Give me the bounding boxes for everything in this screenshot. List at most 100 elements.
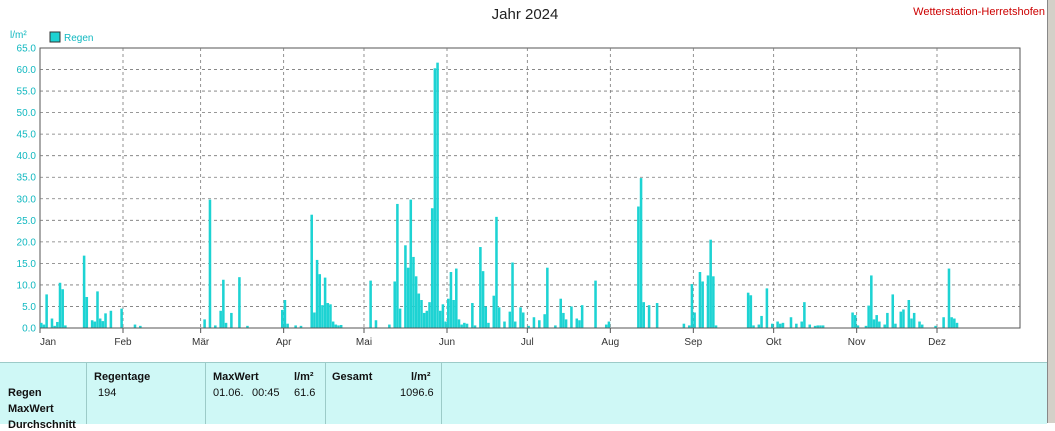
- rain-bar: [85, 296, 89, 328]
- rain-bar: [706, 275, 710, 328]
- rain-bar: [436, 62, 439, 329]
- rain-bar: [760, 315, 763, 328]
- x-tick-label: Jun: [439, 337, 455, 348]
- x-tick-label: Jul: [521, 337, 534, 348]
- rain-bar: [891, 294, 895, 328]
- rain-bar: [326, 303, 330, 328]
- rain-bar: [907, 300, 911, 328]
- rain-bar: [441, 304, 445, 328]
- gesamt-value: 1096.6: [400, 387, 434, 399]
- x-tick-label: Aug: [601, 337, 619, 348]
- rain-bar: [479, 247, 482, 328]
- row-label-maxwert: MaxWert: [8, 403, 54, 415]
- rain-bar: [781, 322, 785, 328]
- rain-bar: [457, 319, 461, 328]
- rain-bar: [655, 303, 659, 328]
- rain-bar: [682, 323, 686, 328]
- rain-bar: [604, 324, 608, 328]
- rain-bar: [313, 312, 316, 328]
- rain-bar: [438, 310, 442, 328]
- rain-bar: [497, 307, 501, 328]
- rain-bar: [465, 323, 469, 328]
- rain-bar: [433, 68, 437, 328]
- rain-bar: [714, 325, 718, 328]
- rain-bar: [757, 324, 761, 328]
- header-unit-maxwert: l/m²: [294, 371, 314, 383]
- rain-bar: [607, 321, 611, 328]
- y-tick-label: 65.0: [17, 44, 37, 55]
- rain-bar: [334, 324, 338, 328]
- rain-bar: [430, 208, 434, 328]
- rain-bar: [575, 318, 579, 328]
- x-tick-label: Dez: [928, 337, 946, 348]
- rain-bar: [934, 325, 937, 328]
- rain-bar: [471, 303, 474, 328]
- row-label-regen: Regen: [8, 387, 42, 399]
- rain-bar: [819, 325, 822, 328]
- rain-bar: [101, 321, 105, 328]
- rain-bar: [420, 300, 423, 328]
- rain-bar: [409, 199, 413, 328]
- rain-bar: [770, 323, 774, 328]
- rain-bar: [776, 321, 779, 328]
- rain-bar: [422, 312, 426, 328]
- rain-bar: [816, 325, 820, 328]
- rain-bar: [519, 307, 522, 328]
- rain-bar: [109, 310, 113, 328]
- rain-bar: [90, 320, 94, 328]
- rain-bar: [484, 306, 488, 328]
- rain-bar: [224, 322, 228, 328]
- rain-bar: [580, 305, 584, 328]
- rain-bar: [508, 311, 512, 328]
- rain-bar: [709, 239, 712, 328]
- rain-bar: [452, 300, 455, 328]
- rain-bar: [942, 317, 945, 328]
- maxwert-time: 00:45: [252, 387, 280, 399]
- rain-bar: [444, 321, 447, 328]
- rain-bar: [230, 312, 233, 328]
- rain-bar: [690, 284, 694, 328]
- y-tick-label: 5.0: [22, 302, 36, 313]
- rain-bar: [463, 322, 466, 328]
- rain-bar: [920, 324, 924, 328]
- rain-bar: [280, 309, 284, 328]
- rain-bar: [329, 304, 332, 328]
- rain-bar: [45, 294, 48, 328]
- rain-bar: [139, 325, 142, 328]
- rain-bar: [203, 319, 206, 328]
- rain-bar: [61, 289, 64, 328]
- y-tick-label: 35.0: [17, 173, 37, 184]
- rain-bar: [647, 305, 651, 328]
- rain-bar: [570, 306, 573, 328]
- rain-bar: [894, 323, 897, 328]
- rain-bar: [64, 325, 67, 328]
- x-tick-label: Nov: [848, 337, 866, 348]
- rain-bar: [120, 308, 123, 328]
- rain-bar: [393, 281, 396, 328]
- legend-swatch: [49, 31, 61, 43]
- x-tick-label: Okt: [766, 337, 782, 348]
- rain-chart: 0.0 5.0 10.0 15.0 20.0 25.0 30.0 35.0 40.0 45.0 50…: [10, 30, 1021, 348]
- rain-bar: [564, 319, 568, 328]
- y-tick-label: 40.0: [17, 151, 37, 162]
- x-tick-label: Jan: [40, 337, 56, 348]
- rain-bar: [455, 268, 458, 328]
- maxwert-value: 61.6: [294, 387, 316, 399]
- rain-bar: [246, 325, 249, 328]
- rain-bar: [800, 321, 803, 328]
- rain-bar: [554, 325, 557, 328]
- y-tick-label: 0.0: [22, 324, 36, 335]
- header-gesamt: Gesamt: [332, 371, 373, 383]
- rain-bar: [912, 312, 916, 328]
- header-regentage: Regentage: [94, 371, 151, 383]
- rain-bar: [642, 302, 646, 328]
- y-axis-unit: l/m²: [10, 30, 27, 41]
- divider: [441, 363, 442, 424]
- rain-bar: [546, 267, 549, 328]
- rain-bar: [42, 324, 46, 328]
- rain-bar: [578, 320, 581, 328]
- rain-bar: [527, 325, 530, 328]
- rain-bar: [950, 317, 953, 328]
- rain-bar: [238, 277, 241, 328]
- rain-bar: [53, 325, 56, 328]
